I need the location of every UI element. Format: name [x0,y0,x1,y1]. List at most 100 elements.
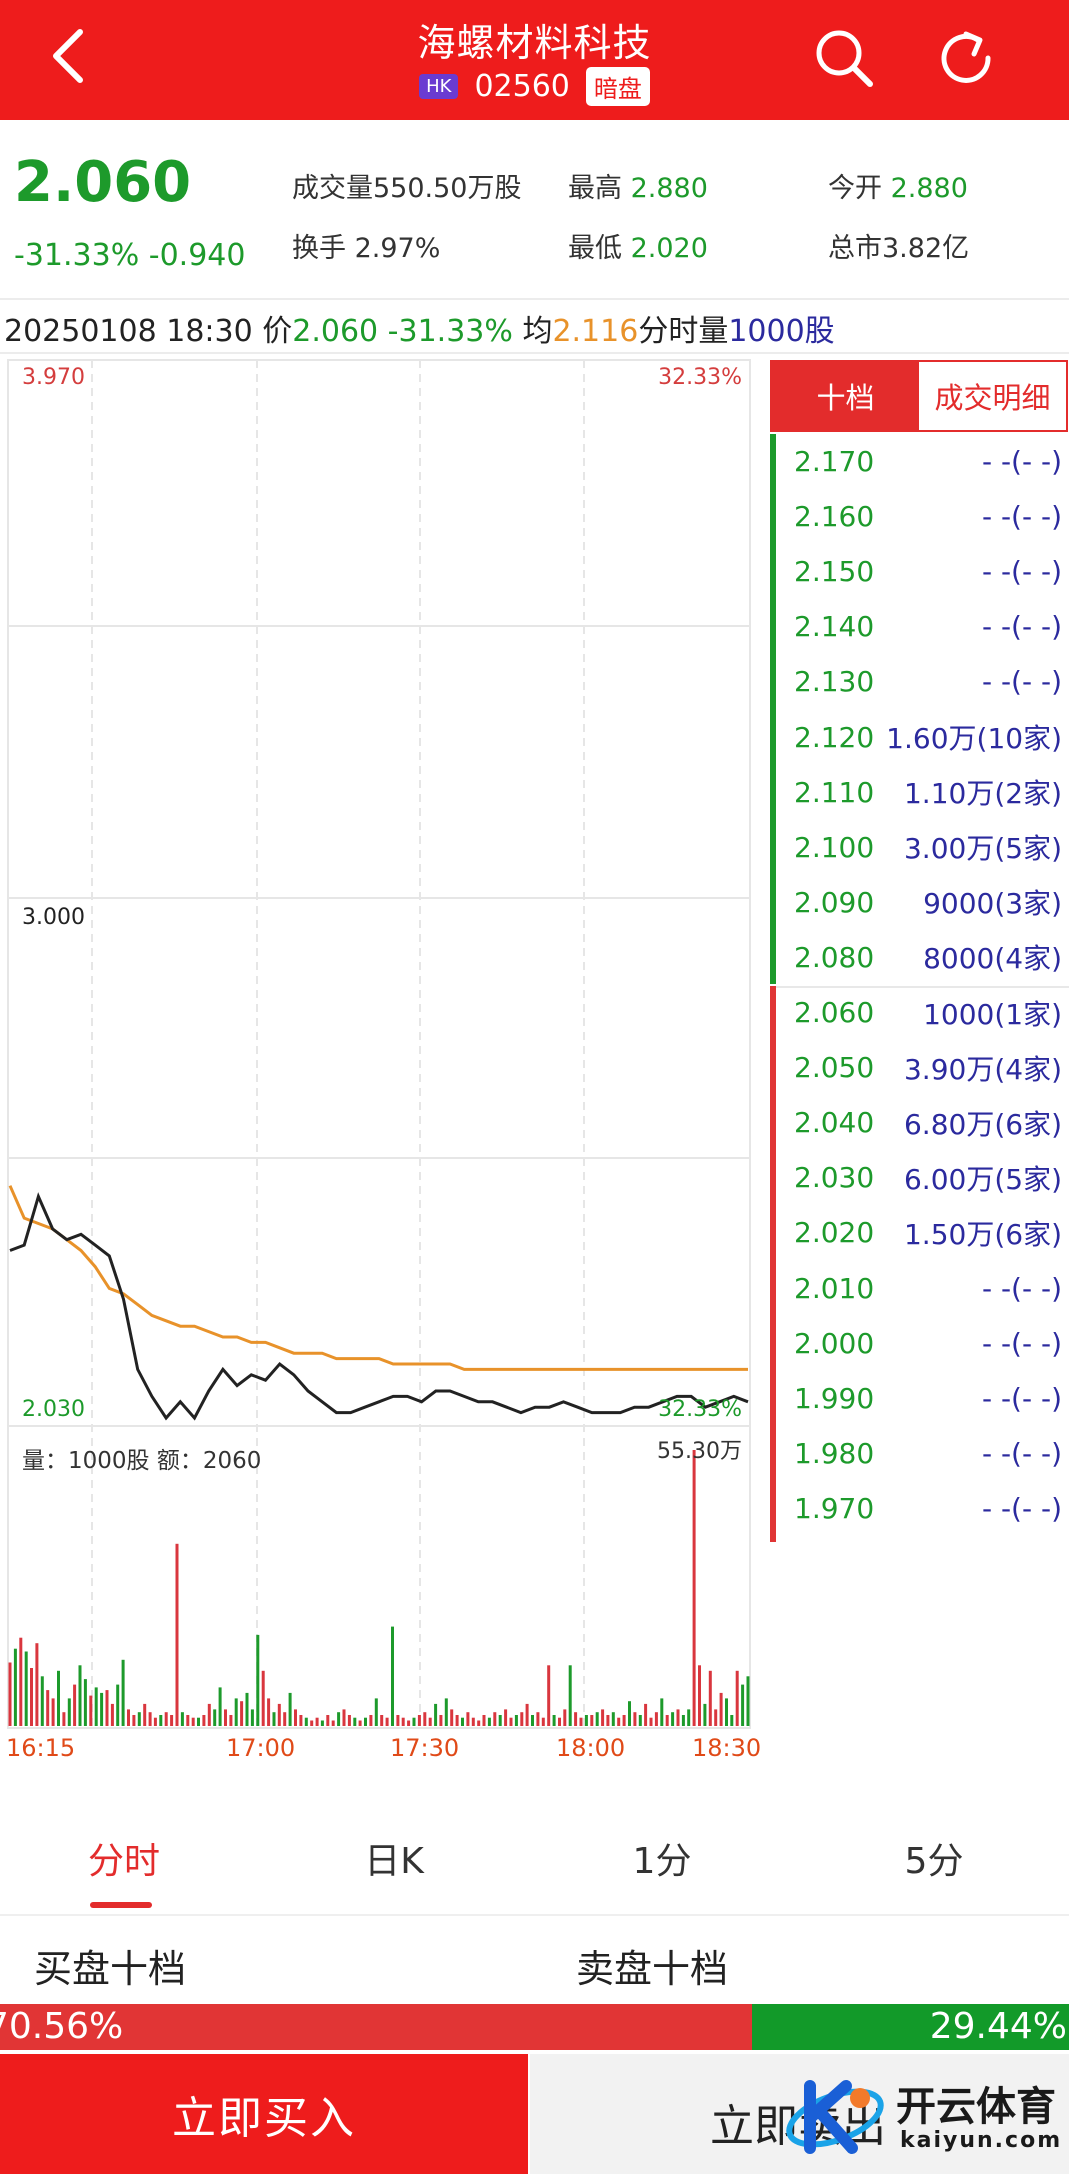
ask-level-row[interactable]: 2.100 3.00万(5家) [778,820,1068,875]
volume-bar [644,1703,648,1726]
volume-bar [202,1715,206,1726]
y-top-pct: 32.33% [658,365,742,390]
tab-intraday[interactable]: 分时 [87,1841,160,1882]
tab-ten-levels[interactable]: 十档 [772,362,919,430]
volume-bar [466,1712,470,1726]
volume-value: 550.50万股 [373,173,522,204]
level-volume: - -(- -) [981,445,1062,478]
tab-1min[interactable]: 1分 [632,1841,692,1882]
bid-level-row[interactable]: 1.970 - -(- -) [778,1481,1068,1536]
tab-trade-detail[interactable]: 成交明细 [934,381,1051,415]
bid-level-row[interactable]: 2.020 1.50万(6家) [778,1205,1068,1260]
volume-bar [40,1676,44,1726]
volume-bar [665,1715,669,1726]
intraday-chart[interactable]: 3.970 32.33% 3.000 2.030 32.33% 量：1000股 … [0,358,760,1778]
volume-bar [331,1720,335,1726]
ask-level-row[interactable]: 2.140 - -(- -) [778,599,1068,654]
open-value: 2.880 [890,173,968,204]
bid-level-row[interactable]: 2.010 - -(- -) [778,1261,1068,1316]
active-tab-indicator [90,1902,152,1908]
volume-bar [245,1692,249,1726]
level-price: 2.110 [794,775,875,809]
volume-bar [353,1717,357,1726]
bid-level-row[interactable]: 2.050 3.90万(4家) [778,1040,1068,1095]
info-vol-label: 分时量 [638,314,729,349]
back-icon[interactable] [48,26,88,86]
volume-max-label: 55.30万 [657,1439,742,1464]
volume-bar [477,1720,481,1726]
buy-now-button[interactable]: 立即买入 [0,2054,528,2174]
ask-level-row[interactable]: 2.110 1.10万(2家) [778,765,1068,820]
volume-bar [337,1712,341,1726]
tab-daily-k[interactable]: 日K [364,1841,424,1882]
search-icon[interactable] [812,26,876,90]
time-label-1800: 18:00 [556,1734,625,1762]
volume-bar [342,1709,346,1726]
sell-depth-title: 卖盘十档 [576,1947,729,1991]
info-change: -31.33% [387,314,513,349]
volume-bar [622,1715,626,1726]
volume-bar [57,1670,60,1726]
volume-bar [698,1665,701,1726]
volume-bar [595,1712,599,1726]
volume-bar [299,1715,303,1726]
volume-bar [617,1717,621,1726]
volume-bar [272,1712,276,1726]
level-price: 2.080 [794,940,875,974]
ask-level-row[interactable]: 2.160 - -(- -) [778,489,1068,544]
ask-level-row[interactable]: 2.170 - -(- -) [778,434,1068,489]
volume-bar [450,1709,454,1726]
bid-level-row[interactable]: 2.000 - -(- -) [778,1316,1068,1371]
volume-bar [100,1692,104,1726]
low-value: 2.020 [630,233,708,264]
level-volume: - -(- -) [981,1436,1062,1470]
volume-stat: 成交量550.50万股 [292,166,521,205]
open-label: 今开 [828,173,882,204]
volume-bar [401,1717,405,1726]
sell-ratio-text: 29.44% [929,2006,1067,2047]
volume-bar [46,1690,50,1726]
ask-level-row[interactable]: 2.120 1.60万(10家) [778,710,1068,765]
current-price: 2.060 [14,150,192,215]
volume-bar [277,1703,281,1726]
volume-bar [417,1715,421,1726]
volume-bar [428,1717,432,1726]
time-label-1700: 17:00 [226,1734,295,1762]
tab-5min[interactable]: 5分 [904,1841,964,1882]
volume-bar [633,1712,637,1726]
mcap-value: 3.82亿 [882,233,970,264]
ask-level-row[interactable]: 2.150 - -(- -) [778,544,1068,599]
volume-bar [439,1715,443,1726]
volume-bar [552,1715,556,1726]
volume-bar [606,1715,610,1726]
volume-bar [294,1709,297,1726]
volume-bar [73,1684,77,1726]
level-volume: - -(- -) [981,610,1062,644]
bid-level-row[interactable]: 1.990 - -(- -) [778,1371,1068,1426]
volume-bar [288,1692,292,1726]
divider [0,352,1069,354]
bid-level-row[interactable]: 2.030 6.00万(5家) [778,1150,1068,1205]
level-volume: 1.50万(6家) [903,1217,1062,1251]
crosshair-info-row: 20250108 18:30 价2.060 -31.33% 均2.116分时量1… [4,306,835,350]
volume-bar [256,1634,260,1726]
buy-ratio-text: 70.56% [0,2006,124,2047]
bid-level-row[interactable]: 1.980 - -(- -) [778,1426,1068,1481]
volume-bar [121,1659,125,1726]
level-price: 2.040 [794,1106,875,1140]
volume-bar [148,1712,152,1726]
volume-bar [315,1717,319,1726]
ask-level-row[interactable]: 2.080 8000(4家) [778,930,1068,985]
level-price: 2.130 [794,665,875,699]
volume-bar [374,1698,378,1726]
refresh-icon[interactable] [936,28,996,88]
volume-bar [730,1715,734,1726]
bid-level-row[interactable]: 2.040 6.80万(6家) [778,1095,1068,1150]
ask-level-row[interactable]: 2.130 - -(- -) [778,654,1068,709]
level-price: 2.050 [794,1051,875,1085]
volume-bars [8,1450,750,1726]
ask-level-row[interactable]: 2.090 9000(3家) [778,875,1068,930]
y-bottom-pct: 32.33% [658,1397,742,1422]
level-price: 2.020 [794,1216,875,1250]
bid-level-row[interactable]: 2.060 1000(1家) [778,985,1068,1040]
